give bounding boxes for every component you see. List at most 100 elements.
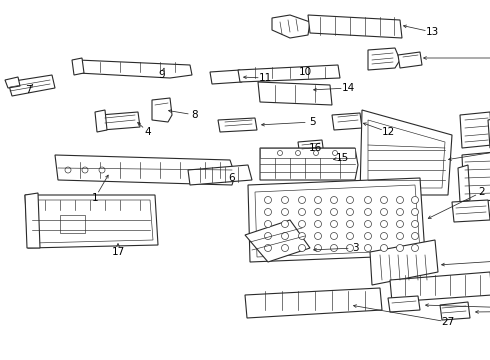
Text: 12: 12	[381, 127, 394, 137]
Circle shape	[381, 208, 388, 216]
Circle shape	[381, 197, 388, 203]
Polygon shape	[78, 60, 192, 78]
Circle shape	[365, 208, 371, 216]
Circle shape	[298, 197, 305, 203]
Circle shape	[281, 220, 289, 228]
Circle shape	[365, 233, 371, 239]
Circle shape	[265, 208, 271, 216]
Circle shape	[330, 233, 338, 239]
Circle shape	[281, 244, 289, 252]
Text: 17: 17	[111, 247, 124, 257]
Polygon shape	[72, 58, 84, 75]
Circle shape	[365, 197, 371, 203]
Circle shape	[281, 233, 289, 239]
Polygon shape	[452, 200, 490, 222]
Circle shape	[396, 208, 403, 216]
Polygon shape	[458, 165, 470, 202]
Circle shape	[295, 150, 300, 156]
Circle shape	[315, 197, 321, 203]
Text: 6: 6	[229, 173, 235, 183]
Text: 16: 16	[308, 143, 321, 153]
Circle shape	[396, 197, 403, 203]
Circle shape	[381, 220, 388, 228]
Polygon shape	[308, 15, 402, 38]
Polygon shape	[25, 193, 40, 248]
Polygon shape	[55, 155, 235, 185]
Bar	[60, 215, 85, 233]
Circle shape	[396, 233, 403, 239]
Circle shape	[99, 167, 105, 173]
Circle shape	[298, 244, 305, 252]
Polygon shape	[390, 272, 490, 302]
Circle shape	[298, 208, 305, 216]
Polygon shape	[298, 140, 324, 157]
Circle shape	[298, 220, 305, 228]
Polygon shape	[260, 148, 355, 158]
Polygon shape	[258, 82, 332, 105]
Polygon shape	[152, 98, 172, 122]
Circle shape	[396, 220, 403, 228]
Circle shape	[346, 197, 353, 203]
Polygon shape	[462, 152, 490, 202]
Polygon shape	[332, 113, 362, 130]
Circle shape	[281, 208, 289, 216]
Text: 15: 15	[335, 153, 348, 163]
Polygon shape	[210, 70, 242, 84]
Text: 5: 5	[309, 117, 315, 127]
Circle shape	[315, 208, 321, 216]
Circle shape	[346, 233, 353, 239]
Polygon shape	[32, 200, 153, 243]
Circle shape	[65, 167, 71, 173]
Polygon shape	[8, 75, 55, 96]
Polygon shape	[460, 112, 490, 148]
Polygon shape	[368, 48, 400, 70]
Circle shape	[330, 244, 338, 252]
Circle shape	[412, 233, 418, 239]
Circle shape	[315, 244, 321, 252]
Circle shape	[365, 244, 371, 252]
Circle shape	[412, 197, 418, 203]
Polygon shape	[398, 52, 422, 68]
Circle shape	[346, 220, 353, 228]
Text: 1: 1	[92, 193, 98, 203]
Polygon shape	[95, 110, 107, 132]
Circle shape	[281, 197, 289, 203]
Circle shape	[315, 233, 321, 239]
Polygon shape	[100, 112, 140, 130]
Polygon shape	[245, 288, 382, 318]
Polygon shape	[360, 110, 452, 195]
Text: 2: 2	[479, 187, 485, 197]
Circle shape	[277, 150, 283, 156]
Polygon shape	[260, 148, 358, 180]
Text: 27: 27	[441, 317, 455, 327]
Circle shape	[346, 244, 353, 252]
Polygon shape	[370, 240, 438, 285]
Circle shape	[265, 233, 271, 239]
Circle shape	[396, 244, 403, 252]
Circle shape	[315, 220, 321, 228]
Circle shape	[381, 233, 388, 239]
Circle shape	[82, 167, 88, 173]
Circle shape	[381, 244, 388, 252]
Text: 8: 8	[192, 110, 198, 120]
Circle shape	[346, 208, 353, 216]
Circle shape	[298, 233, 305, 239]
Circle shape	[330, 197, 338, 203]
Circle shape	[333, 150, 338, 156]
Polygon shape	[440, 302, 470, 320]
Text: 7: 7	[24, 85, 31, 95]
Polygon shape	[272, 15, 310, 38]
Polygon shape	[218, 118, 257, 132]
Circle shape	[365, 220, 371, 228]
Circle shape	[265, 244, 271, 252]
Polygon shape	[368, 120, 445, 188]
Text: 9: 9	[159, 70, 165, 80]
Text: 3: 3	[352, 243, 358, 253]
Polygon shape	[25, 195, 158, 248]
Polygon shape	[488, 118, 490, 148]
Polygon shape	[245, 220, 310, 262]
Polygon shape	[5, 77, 20, 88]
Text: 14: 14	[342, 83, 355, 93]
Polygon shape	[388, 296, 420, 312]
Circle shape	[330, 208, 338, 216]
